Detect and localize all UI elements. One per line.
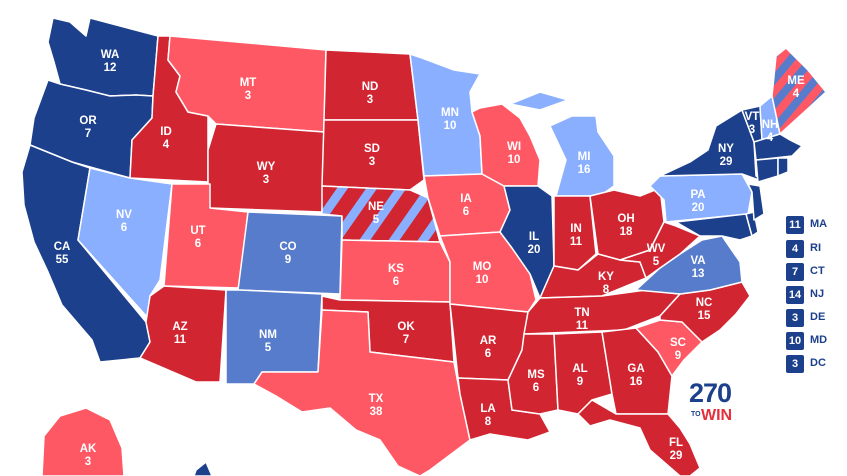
- small-state-ev-box: 3: [786, 309, 804, 327]
- small-state-abbr: MA: [810, 218, 828, 230]
- small-state-ri[interactable]: 4 RI: [786, 240, 842, 258]
- small-state-ev-box: 11: [786, 216, 804, 234]
- small-state-ev-box: 10: [786, 332, 804, 350]
- state-wy[interactable]: [207, 123, 325, 213]
- small-state-ma[interactable]: 11 MA: [786, 216, 842, 234]
- small-state-abbr: DC: [810, 357, 826, 369]
- logo-to: TO: [691, 411, 701, 418]
- state-ak[interactable]: [41, 407, 125, 476]
- state-wi[interactable]: [471, 103, 541, 187]
- small-state-abbr: MD: [810, 334, 828, 346]
- state-me[interactable]: [771, 47, 827, 135]
- state-az[interactable]: [139, 285, 227, 383]
- small-state-ev-box: 14: [786, 286, 804, 304]
- state-nd[interactable]: [323, 49, 419, 121]
- state-wv[interactable]: [619, 221, 701, 279]
- small-state-ev-box: 7: [786, 263, 804, 281]
- small-state-dc[interactable]: 3 DC: [786, 355, 842, 373]
- logo-win: WIN: [701, 407, 733, 424]
- state-ia[interactable]: [423, 173, 511, 237]
- small-state-ct[interactable]: 7 CT: [786, 263, 842, 281]
- state-tx[interactable]: [253, 309, 471, 476]
- state-ri[interactable]: [777, 157, 789, 177]
- state-nm[interactable]: [225, 289, 323, 385]
- small-state-ev-box: 4: [786, 240, 804, 258]
- state-ct[interactable]: [755, 157, 779, 183]
- state-mi[interactable]: [509, 91, 615, 197]
- small-state-abbr: CT: [810, 265, 825, 277]
- state-ks[interactable]: [339, 239, 451, 303]
- state-fl[interactable]: [577, 399, 701, 476]
- state-co[interactable]: [237, 211, 343, 295]
- state-il[interactable]: [499, 185, 555, 299]
- state-sd[interactable]: [321, 119, 425, 191]
- small-state-abbr: NJ: [810, 288, 825, 300]
- small-state-ev-box: 3: [786, 355, 804, 373]
- logo-number: 270: [689, 378, 732, 408]
- small-state-abbr: DE: [810, 311, 826, 323]
- state-hi-partial[interactable]: [193, 461, 213, 476]
- small-state-abbr: RI: [810, 242, 821, 254]
- small-state-de[interactable]: 3 DE: [786, 309, 842, 327]
- 270towin-logo[interactable]: 270 TO WIN: [689, 378, 749, 428]
- state-nj[interactable]: [747, 183, 765, 221]
- state-nv[interactable]: [77, 167, 173, 319]
- small-state-md[interactable]: 10 MD: [786, 332, 842, 350]
- small-state-nj[interactable]: 14 NJ: [786, 286, 842, 304]
- state-in[interactable]: [553, 195, 597, 271]
- state-ms[interactable]: [507, 333, 559, 415]
